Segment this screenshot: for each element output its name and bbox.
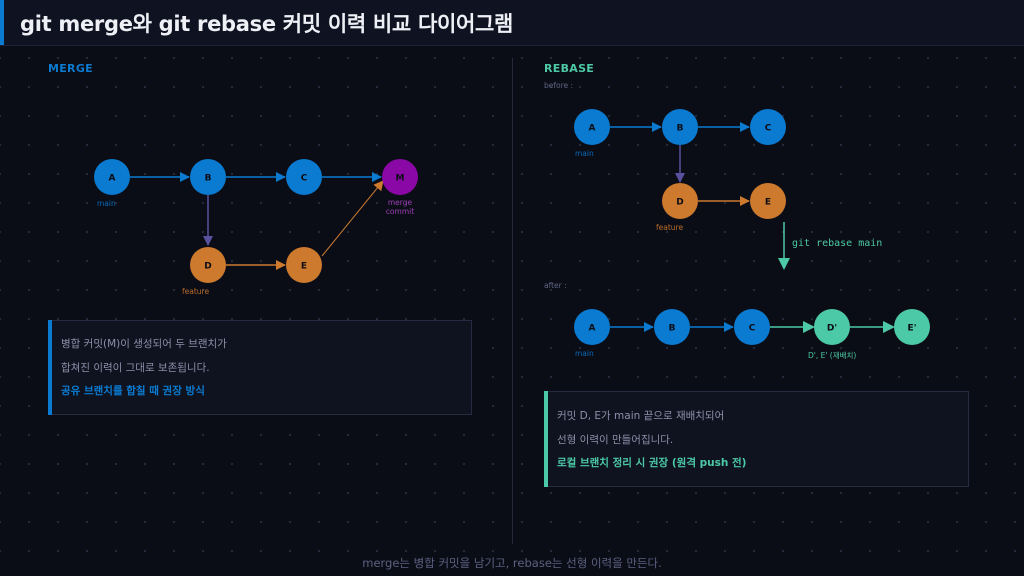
commit-node-a[interactable]: A	[94, 159, 130, 195]
rebase-note-line2: 선형 이력이 만들어집니다.	[557, 434, 674, 446]
rebase-after-nodes: A B C D' E'	[574, 309, 930, 345]
commit-node-e[interactable]: E	[286, 247, 322, 283]
after-commit-node-c[interactable]: C	[734, 309, 770, 345]
svg-text:C: C	[301, 174, 308, 184]
svg-text:E': E'	[908, 324, 917, 334]
page-title: git merge와 git rebase 커밋 이력 비교 다이어그램	[20, 12, 514, 36]
commit-node-m[interactable]: M	[382, 159, 418, 195]
rebase-before-edges	[610, 122, 750, 206]
before-commit-node-e[interactable]: E	[750, 183, 786, 219]
before-commit-node-c[interactable]: C	[750, 109, 786, 145]
after-commit-node-a[interactable]: A	[574, 309, 610, 345]
rebase-note-box: 커밋 D, E가 main 끝으로 재배치되어 선형 이력이 만들어집니다. 로…	[544, 391, 969, 487]
rebase-note-line1: 커밋 D, E가 main 끝으로 재배치되어	[557, 410, 725, 422]
merge-note-accent	[48, 320, 52, 415]
section-divider	[512, 58, 513, 544]
rebase-before-feature-label: feature	[656, 223, 683, 232]
merge-commit-label-line2: commit	[386, 207, 414, 216]
merge-edges	[130, 172, 384, 270]
commit-node-d[interactable]: D	[190, 247, 226, 283]
rebase-before-label: before :	[544, 81, 573, 90]
commit-node-b[interactable]: B	[190, 159, 226, 195]
rebase-before-nodes: A B C D E	[574, 109, 786, 219]
rebase-note-highlight: 로컬 브랜치 정리 시 권장 (원격 push 전)	[557, 457, 747, 469]
title-accent-bar	[0, 0, 4, 45]
svg-text:E: E	[765, 198, 771, 208]
svg-text:E: E	[301, 262, 307, 272]
before-commit-node-a[interactable]: A	[574, 109, 610, 145]
svg-text:B: B	[677, 124, 684, 134]
rebase-after-main-label: main	[575, 349, 594, 358]
merge-section-label: MERGE	[48, 62, 93, 75]
svg-text:D: D	[676, 198, 683, 208]
title-bar: git merge와 git rebase 커밋 이력 비교 다이어그램	[0, 0, 1024, 46]
svg-text:D': D'	[827, 324, 837, 334]
merge-nodes: A B C M D E	[94, 159, 418, 283]
merge-feature-branch-label: feature	[182, 287, 209, 296]
svg-text:C: C	[765, 124, 772, 134]
svg-text:A: A	[589, 324, 596, 334]
svg-text:D: D	[204, 262, 211, 272]
rebase-after-label: after :	[544, 281, 567, 290]
before-commit-node-d[interactable]: D	[662, 183, 698, 219]
svg-text:A: A	[589, 124, 596, 134]
rebase-command-label: git rebase main	[792, 238, 882, 249]
svg-text:M: M	[396, 174, 405, 184]
svg-text:B: B	[205, 174, 212, 184]
after-commit-node-e-prime[interactable]: E'	[894, 309, 930, 345]
svg-text:A: A	[109, 174, 116, 184]
rebased-commits-label: D', E' (재배치)	[808, 351, 856, 360]
after-commit-node-b[interactable]: B	[654, 309, 690, 345]
merge-commit-label-line1: merge	[388, 198, 413, 207]
merge-note-line1: 병합 커밋(M)이 생성되어 두 브랜치가	[61, 338, 227, 350]
merge-note-highlight: 공유 브랜치를 합칠 때 권장 방식	[61, 385, 205, 397]
rebase-before-main-label: main	[575, 149, 594, 158]
merge-note-line2: 합쳐진 이력이 그대로 보존됩니다.	[61, 362, 210, 374]
svg-text:C: C	[749, 324, 756, 334]
commit-node-c[interactable]: C	[286, 159, 322, 195]
after-commit-node-d-prime[interactable]: D'	[814, 309, 850, 345]
svg-text:B: B	[669, 324, 676, 334]
rebase-section-label: REBASE	[544, 62, 595, 75]
merge-note-box: 병합 커밋(M)이 생성되어 두 브랜치가 합쳐진 이력이 그대로 보존됩니다.…	[48, 320, 472, 415]
merge-main-branch-label: main	[97, 199, 116, 208]
rebase-note-accent	[544, 391, 548, 487]
footer-summary: merge는 병합 커밋을 남기고, rebase는 선형 이력을 만든다.	[362, 556, 662, 570]
before-commit-node-b[interactable]: B	[662, 109, 698, 145]
